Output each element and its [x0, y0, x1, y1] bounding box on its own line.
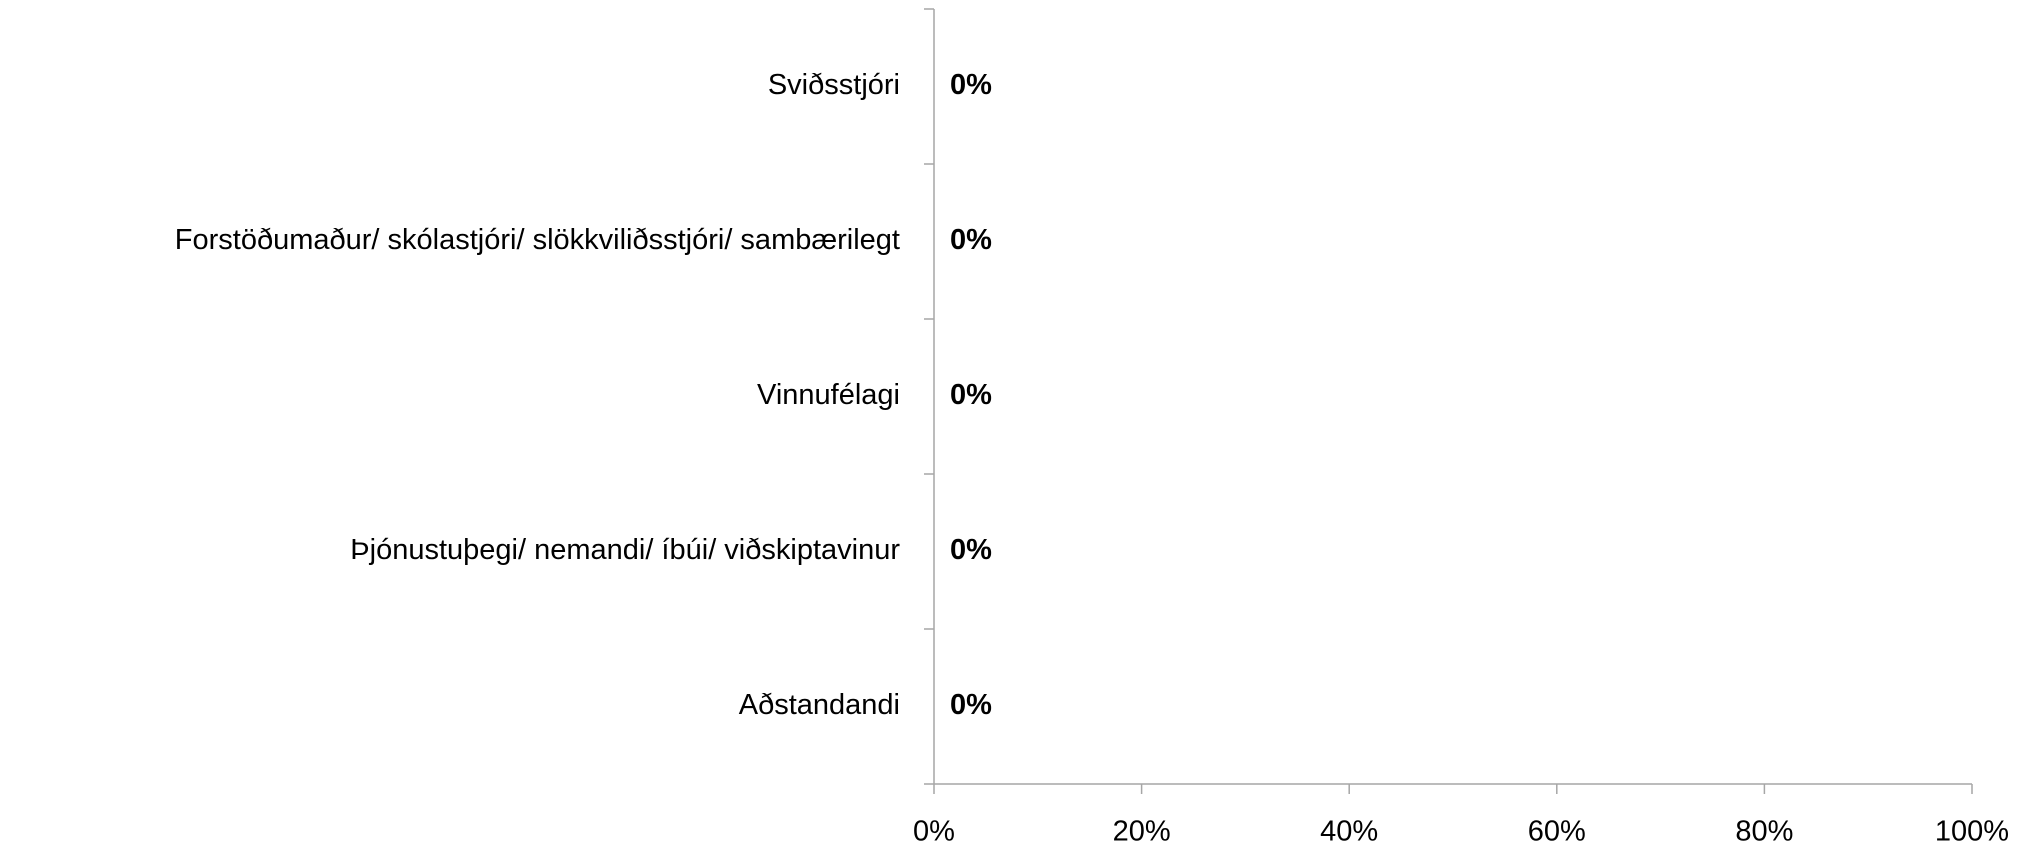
category-label: Sviðsstjóri — [768, 69, 900, 101]
value-label: 0% — [950, 69, 992, 101]
x-tick-label: 40% — [1320, 816, 1378, 848]
x-tick-label: 0% — [913, 816, 955, 848]
category-label: Aðstandandi — [739, 689, 900, 721]
x-tick-label: 100% — [1935, 816, 2009, 848]
value-label: 0% — [950, 379, 992, 411]
x-tick-label: 20% — [1113, 816, 1171, 848]
category-label: Þjónustuþegi/ nemandi/ íbúi/ viðskiptavi… — [350, 534, 900, 566]
x-tick-label: 80% — [1735, 816, 1793, 848]
value-label: 0% — [950, 224, 992, 256]
value-label: 0% — [950, 534, 992, 566]
category-label: Vinnufélagi — [757, 379, 900, 411]
x-tick-label: 60% — [1528, 816, 1586, 848]
category-label: Forstöðumaður/ skólastjóri/ slökkviliðss… — [175, 224, 900, 256]
value-label: 0% — [950, 689, 992, 721]
